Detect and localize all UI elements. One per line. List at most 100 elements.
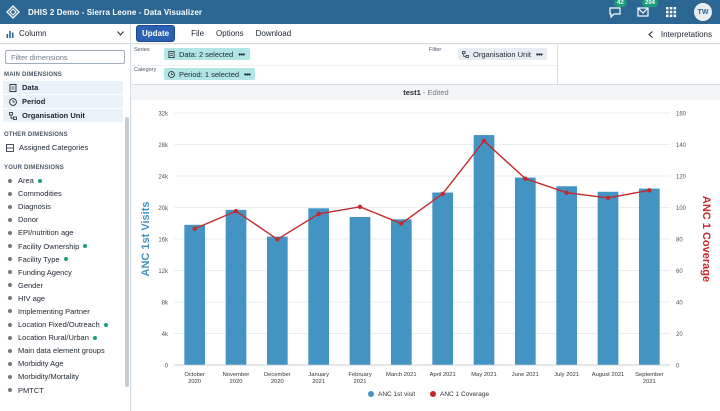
legend-label: ANC 1 Coverage [440,391,490,398]
clock-icon [9,97,17,106]
dimension-bullet-icon [8,217,12,222]
dimension-item[interactable]: Donor [0,213,130,226]
dimension-item[interactable]: Area [0,174,130,187]
dimension-item[interactable]: Commodities [0,187,130,200]
dimension-org-unit[interactable]: Organisation Unit [3,109,123,122]
update-button[interactable]: Update [136,25,176,42]
other-dimensions-heading: OTHER DIMENSIONS [4,132,68,138]
layout-row-divider [132,65,557,66]
org-unit-icon [462,50,469,58]
dimension-item-label: Morbidity Age [18,359,64,369]
y-tick-label: 24k [158,175,169,181]
dimension-item[interactable]: Diagnosis [0,200,130,213]
dimension-item[interactable]: EPI/nutrition age [0,226,130,239]
dimension-bullet-icon [8,270,12,275]
menu-download[interactable]: Download [255,29,292,38]
y2-tick-label: 60 [676,269,683,275]
dimension-item[interactable]: Location Fixed/Outreach [0,318,130,331]
x-tick-label: November 2020 [223,372,250,385]
dimension-item[interactable]: Main data element groups [0,344,130,357]
dimension-bullet-icon [8,309,12,314]
dimension-item-label: Facility Type [18,254,60,264]
y-tick-label: 16k [158,238,169,244]
dimension-data[interactable]: Data [3,81,123,94]
dimensions-sidebar: Filter dimensions MAIN DIMENSIONS Data P… [0,45,131,411]
your-dimensions-list: Area Commodities Diagnosis Donor EPI/nutriti… [0,174,130,397]
y-tick-label: 12k [158,269,169,275]
y2-tick-label: 20 [676,332,683,338]
dimension-item-label: Implementing Partner [18,306,90,316]
combo-chart[interactable]: 0 4k 8k 12k 16k 20k 24k 28k 32k 0 20 40 60 80 100 120 14… [132,100,720,411]
clock-icon [168,70,175,78]
dhis2-logo-icon[interactable] [6,5,20,19]
category-chip[interactable]: Period: 1 selected ••• [164,68,256,80]
dimension-bullet-icon [8,283,12,288]
menu-options[interactable]: Options [216,29,244,38]
x-tick-label: April 2021 [430,372,456,378]
bar [391,219,412,365]
dimension-bullet-icon [8,244,12,249]
messages-icon[interactable]: 204 [636,0,659,19]
dimension-item[interactable]: Funding Agency [0,266,130,279]
dimension-item[interactable]: Facility Type [0,253,130,266]
y2-tick-label: 0 [676,364,680,370]
visualization-type-selector[interactable]: Column [0,23,131,44]
interpretations-label: Interpretations [660,29,712,39]
dimension-item[interactable]: Facility Ownership [0,239,130,252]
dimension-item-label: Morbidity/Mortality [18,372,79,382]
x-tick-label: October 2020 [184,372,205,385]
line-point [523,176,528,181]
interpretations-icon[interactable]: 42 [608,0,627,19]
line-point [399,221,404,226]
dimension-item[interactable]: Location Rural/Urban [0,331,130,344]
dimension-bullet-icon [8,204,12,209]
filter-dimensions-input[interactable]: Filter dimensions [5,50,125,64]
more-options-icon[interactable]: ••• [238,49,245,59]
apps-grid-icon[interactable] [664,5,678,19]
dimension-bullet-icon [8,191,12,196]
interpretations-toggle[interactable]: Interpretations [648,24,712,44]
y2-tick-label: 160 [676,112,687,118]
line-point [440,191,445,196]
dimension-bullet-icon [8,348,12,353]
dimension-item[interactable]: Implementing Partner [0,305,130,318]
dimension-assigned-categories[interactable]: Assigned Categories [0,141,130,154]
dimension-org-unit-label: Organisation Unit [22,111,85,120]
chevron-down-icon [117,31,124,36]
sidebar-scrollbar[interactable] [125,117,129,387]
y-tick-label: 8k [162,301,169,307]
chart-area: 0 4k 8k 12k 16k 20k 24k 28k 32k 0 20 40 60 80 100 120 14… [132,100,720,411]
series-chip[interactable]: Data: 2 selected ••• [164,48,250,60]
dimension-period[interactable]: Period [3,95,123,108]
your-dimensions-heading: YOUR DIMENSIONS [4,165,65,171]
bar [225,209,247,365]
filter-chip[interactable]: Organisation Unit ••• [458,48,548,60]
filter-chip-label: Organisation Unit [473,49,531,59]
y2-axis-title: ANC 1 Coverage [700,196,712,282]
x-tick-label: September 2021 [635,372,663,385]
more-options-icon[interactable]: ••• [535,49,543,59]
dimension-item[interactable]: Gender [0,279,130,292]
visualization-name: test1 [403,88,421,97]
chevron-left-icon [648,30,653,38]
menu-file[interactable]: File [191,29,205,38]
y2-tick-label: 40 [676,301,683,307]
column-chart-icon [6,30,14,38]
category-icon [6,143,14,152]
org-unit-icon [9,111,17,120]
more-options-icon[interactable]: ••• [244,69,251,79]
dimension-bullet-icon [8,296,12,301]
dimension-item-label: Location Rural/Urban [18,333,89,343]
x-tick-label: January 2021 [308,372,329,385]
dimension-item-label: Facility Ownership [18,241,80,251]
user-avatar[interactable]: TW [694,3,712,21]
line-point [316,211,321,217]
dimension-item[interactable]: Morbidity/Mortality [0,370,130,383]
bar [597,191,619,365]
dimension-item[interactable]: HIV age [0,292,130,305]
dimension-bullet-icon [8,257,12,262]
dimension-item[interactable]: PMTCT [0,384,130,397]
x-tick-label: June 2021 [512,372,539,378]
dimension-item[interactable]: Morbidity Age [0,357,130,370]
dimension-item-label: Area [18,176,34,186]
